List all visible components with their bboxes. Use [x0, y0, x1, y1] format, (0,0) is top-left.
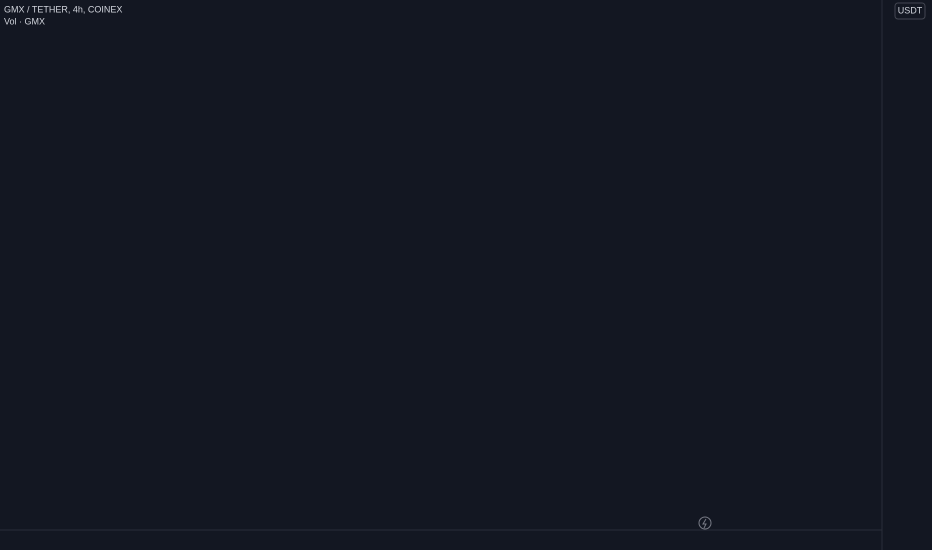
- currency-button[interactable]: [894, 2, 926, 20]
- event-icon[interactable]: [698, 516, 712, 530]
- currency-label[interactable]: USDT: [898, 5, 923, 15]
- event-icon-bolt: [702, 518, 707, 529]
- volume-title: Vol · GMX: [4, 16, 45, 26]
- symbol-title: GMX / TETHER, 4h, COINEX: [4, 4, 122, 14]
